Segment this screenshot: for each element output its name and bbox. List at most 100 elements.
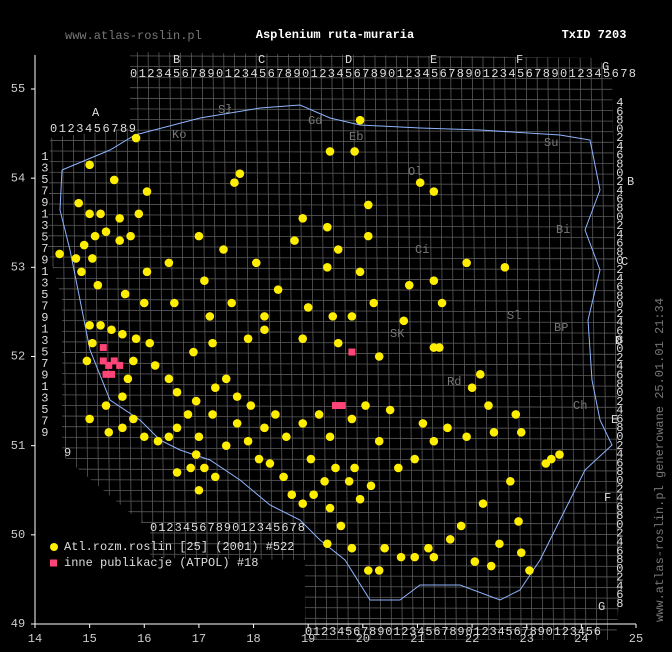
point [172,468,182,477]
point [153,436,163,446]
point [333,338,343,348]
point [470,557,480,566]
y-tick-label: 55 [11,82,25,96]
point [429,552,439,562]
point [85,209,94,219]
point [396,552,406,562]
point [260,312,269,321]
point [79,240,89,250]
point [486,561,496,571]
x-tick-label: 18 [246,632,260,646]
atpol-label: 0123456789012345678901234567890123456 [305,625,601,639]
point [260,325,269,335]
y-tick-label: 52 [11,350,25,364]
x-tick-label: 23 [520,632,534,646]
point [211,383,220,393]
point [361,401,370,410]
point [139,432,149,442]
point [506,477,515,486]
point [96,209,105,219]
point [410,552,420,562]
grid-line-h [48,139,622,143]
atpol-label: F [604,491,611,505]
grid-line-v [471,52,479,640]
region-label: Ko [172,128,186,142]
grid-line-h [48,426,622,430]
point [332,402,339,410]
grid-line-h [48,468,622,472]
grid-line-v [558,52,565,640]
point [85,320,94,330]
atpol-label: 0123456789012345678 [150,521,305,535]
grid-line-v [601,52,608,640]
point [424,543,433,553]
grid-line-h [48,277,622,281]
y-tick-label: 54 [11,171,25,185]
point [232,419,242,428]
point [101,401,111,410]
point [93,280,103,290]
grid-line-h [48,235,622,239]
point [495,539,504,549]
legend-label: Atl.rozm.roslin [25] (2001) #522 [64,540,294,554]
point [105,361,113,369]
region-label: Ch [573,399,587,413]
y-tick-label: 51 [11,439,25,453]
point [437,298,447,308]
atpol-label: G [598,600,605,614]
point [366,481,376,491]
point [456,521,466,531]
point [102,370,110,378]
point [82,356,92,366]
point [208,338,217,348]
point [348,348,356,356]
point [325,147,335,156]
point [205,312,215,321]
point [415,178,425,187]
point [131,334,141,343]
point [191,450,201,459]
point [298,499,308,508]
y-tick-label: 53 [11,261,25,275]
grid-line-h [48,171,622,175]
point [107,325,116,335]
atpol-label: E [611,413,618,427]
point [118,392,127,401]
point [380,543,389,553]
grid-line-h [48,362,622,366]
point [347,543,357,553]
point [333,245,343,254]
point [251,258,261,268]
point [219,245,228,254]
point [298,213,308,223]
point [265,459,275,468]
grid-line-h [48,500,622,504]
grid-line-v [579,52,587,640]
point [243,334,253,343]
point [547,454,556,464]
grid-line-h [48,510,622,514]
point [260,423,269,433]
region-label: Bi [556,223,570,237]
grid-line-h [48,182,622,186]
x-tick-label: 16 [137,632,151,646]
grid-line-v [504,52,511,640]
point [116,361,124,369]
point [429,276,439,286]
point [355,494,365,504]
legend-label: inne publikacje (ATPOL) #18 [64,556,258,570]
grid-line-v [460,52,468,640]
grid-line-h [48,129,622,133]
point [350,147,359,156]
point [115,236,124,245]
point [374,352,384,361]
point [172,423,182,433]
point [77,267,86,277]
grid-line-h [48,224,622,228]
point [170,298,179,308]
point [129,414,138,424]
atpol-label: B [173,53,180,67]
grid-line-v [525,52,533,640]
point [99,357,107,365]
